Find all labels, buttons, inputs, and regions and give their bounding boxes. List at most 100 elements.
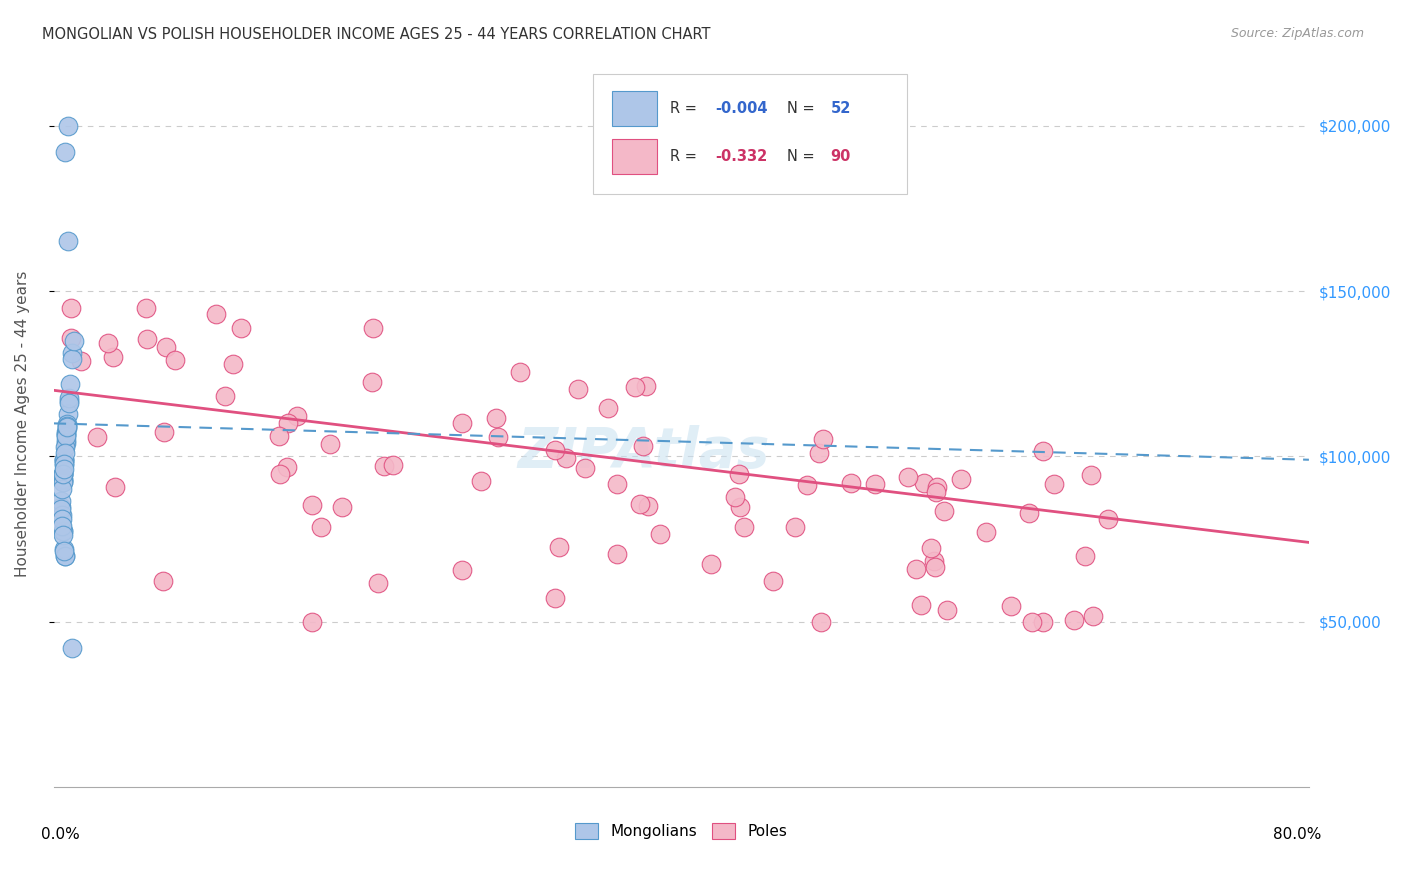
Point (796, 478, 818, 492)
Point (52, 475, 75, 490)
Point (650, 526, 672, 541)
Point (97, 335, 120, 350)
Point (51, 502, 73, 516)
Point (367, 575, 389, 590)
Point (56, 119, 79, 133)
Point (567, 382, 589, 396)
Point (1043, 477, 1066, 491)
Point (51, 512, 73, 526)
Point (55, 435, 77, 450)
Point (165, 353, 187, 368)
Point (52, 467, 75, 481)
Point (58, 391, 80, 405)
Point (910, 598, 932, 612)
Point (52, 462, 75, 476)
Text: 90: 90 (831, 149, 851, 164)
Point (276, 459, 298, 474)
Point (700, 557, 723, 571)
Point (52, 467, 75, 482)
Point (373, 459, 395, 474)
Point (287, 409, 309, 423)
Point (52, 527, 75, 541)
Point (920, 541, 942, 556)
Text: 80.0%: 80.0% (1272, 827, 1322, 842)
Point (924, 560, 946, 574)
FancyBboxPatch shape (593, 74, 907, 194)
Point (214, 389, 236, 403)
Point (1073, 549, 1095, 563)
Point (269, 467, 291, 481)
Text: -0.332: -0.332 (716, 149, 768, 164)
Point (912, 476, 935, 491)
Point (839, 475, 862, 490)
Point (55, 427, 77, 442)
Point (59, 331, 82, 345)
Point (865, 476, 887, 491)
Point (136, 332, 159, 346)
Y-axis label: Householder Income Ages 25 - 44 years: Householder Income Ages 25 - 44 years (15, 270, 30, 576)
Point (598, 401, 620, 415)
Point (1000, 599, 1022, 613)
Point (229, 321, 252, 335)
Point (51, 483, 73, 497)
Point (52, 475, 75, 490)
Text: 0.0%: 0.0% (41, 827, 80, 842)
Point (1080, 468, 1102, 483)
Point (637, 500, 659, 514)
Point (58, 393, 80, 408)
Point (606, 476, 628, 491)
FancyBboxPatch shape (612, 138, 658, 174)
Point (56, 407, 79, 421)
Point (53, 453, 76, 467)
Point (543, 591, 565, 605)
Point (60, 641, 83, 656)
Point (55, 420, 77, 434)
Point (152, 574, 174, 588)
Point (450, 416, 472, 430)
Point (59, 376, 82, 391)
Point (51, 508, 73, 522)
Point (361, 375, 384, 389)
Point (56, 417, 79, 432)
Point (55, 427, 77, 442)
Point (450, 563, 472, 577)
Point (813, 432, 835, 446)
Point (634, 378, 657, 392)
Text: N =: N = (787, 101, 818, 116)
Point (55, 421, 77, 435)
Point (267, 429, 290, 443)
Point (155, 340, 177, 354)
Point (101, 350, 124, 364)
Legend: Mongolians, Poles: Mongolians, Poles (569, 817, 793, 845)
Point (51, 518, 73, 533)
Point (330, 500, 353, 514)
Point (56, 419, 79, 434)
Point (53, 453, 76, 467)
Point (932, 504, 955, 518)
Point (58, 235, 80, 249)
Point (925, 480, 948, 494)
Point (1021, 615, 1043, 629)
Point (53, 549, 76, 563)
Point (53, 458, 76, 472)
Text: R =: R = (671, 149, 702, 164)
Point (470, 474, 492, 488)
Point (1063, 613, 1085, 627)
Point (631, 438, 654, 452)
Point (104, 480, 127, 494)
Point (544, 442, 567, 457)
Point (204, 307, 226, 321)
Point (53, 145, 76, 160)
Point (382, 458, 405, 472)
Point (974, 524, 997, 539)
Point (922, 554, 945, 568)
Point (55, 429, 77, 443)
FancyBboxPatch shape (612, 90, 658, 126)
Point (1032, 443, 1054, 458)
Point (62, 334, 84, 348)
Point (1083, 609, 1105, 624)
Point (52, 473, 75, 487)
Point (53, 542, 76, 557)
Point (485, 411, 508, 425)
Point (52, 524, 75, 538)
